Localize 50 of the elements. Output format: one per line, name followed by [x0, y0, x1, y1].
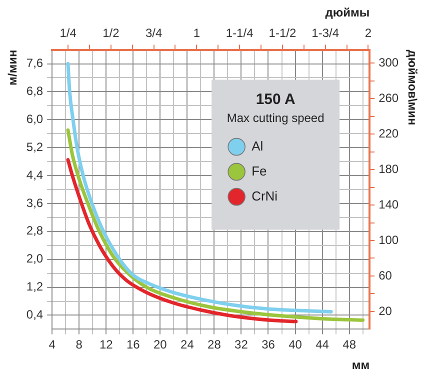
y2-tick-label: 300: [378, 55, 399, 70]
x-tick-label: 28: [208, 338, 222, 352]
x2-tick-label: 1-1/4: [226, 26, 254, 40]
y-axis-title: м/мин: [6, 50, 20, 86]
x2-tick-label: 1-1/2: [268, 26, 296, 40]
x2-tick-label: 2: [364, 26, 372, 40]
x-axis-title: мм: [352, 358, 370, 372]
x2-tick-label: 1/4: [60, 26, 77, 40]
x-tick-label: 36: [262, 338, 276, 352]
x-tick-label: 48: [342, 338, 356, 352]
line-series: [66, 62, 333, 314]
y-tick-label: 4,4: [26, 168, 44, 182]
x2-tick-label: 1-3/4: [312, 26, 340, 40]
x-tick-label: 44: [316, 338, 330, 352]
text: Max cutting speed: [226, 111, 324, 126]
x-tick-label: 32: [234, 338, 248, 352]
y-tick-label: 6,0: [26, 112, 44, 126]
x-tick-label: 16: [126, 338, 140, 352]
y-tick-label: 5,2: [26, 140, 44, 154]
x-tick-label: 20: [153, 338, 168, 352]
x2-tick-label: 3/4: [145, 26, 162, 40]
y2-tick-label: 180: [378, 162, 399, 176]
x-tick-label: 12: [99, 338, 114, 352]
y-tick-label: 7,6: [26, 56, 44, 70]
x2-axis-title: дюймы: [325, 6, 370, 20]
x2-tick-label: 1/2: [102, 26, 120, 40]
y2-tick-label: 220: [378, 126, 399, 140]
y-tick-label: 0,4: [26, 308, 44, 322]
y2-tick-label: 260: [378, 90, 399, 105]
y-tick-label: 6,8: [26, 84, 44, 98]
y-tick-label: 2,8: [26, 224, 44, 238]
legend-label: Fe: [252, 163, 267, 178]
x-tick-label: 8: [76, 338, 83, 352]
legend-title: 150 A: [256, 90, 296, 108]
y2-tick-label: 60: [378, 268, 392, 282]
y2-tick-label: 100: [378, 232, 399, 247]
y-tick-label: 3,6: [26, 196, 44, 210]
line-series: [66, 128, 365, 322]
line-series: [66, 158, 298, 324]
x2-tick-label: 1: [193, 26, 200, 40]
y2-tick-label: 20: [378, 304, 392, 318]
x-tick-label: 4: [48, 338, 56, 352]
y-tick-label: 1,2: [26, 280, 44, 294]
x-tick-label: 24: [180, 338, 194, 352]
x-tick-label: 40: [288, 338, 302, 352]
legend-label: CrNi: [252, 188, 278, 204]
legend-label: Al: [252, 138, 264, 154]
y2-axis-title: дюймов\мин: [405, 50, 420, 126]
y-tick-label: 2,0: [26, 252, 44, 266]
y2-tick-label: 140: [378, 197, 399, 212]
